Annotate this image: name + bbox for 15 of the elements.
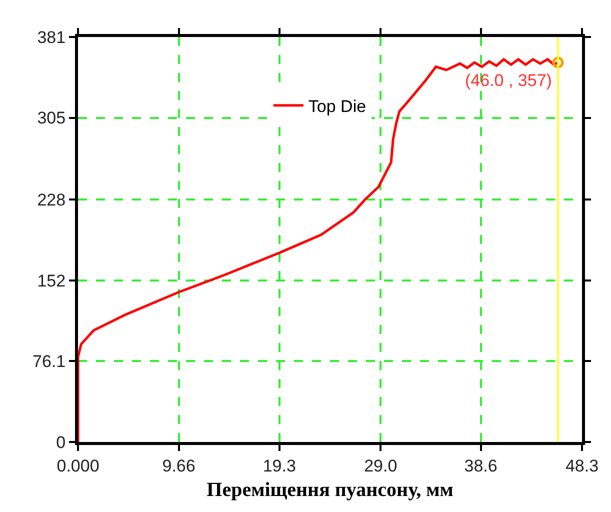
x-tick-label: 29.0: [364, 456, 398, 476]
x-tick-label: 38.6: [464, 456, 498, 476]
y-tick-label: 76.1: [32, 352, 66, 372]
x-tick-label: 9.66: [162, 456, 196, 476]
legend-label: Top Die: [308, 97, 366, 116]
y-tick-label: 305: [37, 108, 66, 128]
y-tick-label: 381: [37, 28, 66, 47]
y-tick-label: 0: [56, 432, 66, 452]
x-tick-label: 0.000: [56, 456, 100, 476]
x-axis-title: Переміщення пуансону, мм: [206, 478, 454, 501]
x-tick-label: 48.3: [565, 456, 599, 476]
y-tick-label: 228: [37, 190, 66, 210]
y-tick-label: 152: [37, 271, 66, 290]
x-tick-label: 19.3: [262, 456, 296, 476]
annotation: (46.0 , 357): [465, 71, 552, 90]
